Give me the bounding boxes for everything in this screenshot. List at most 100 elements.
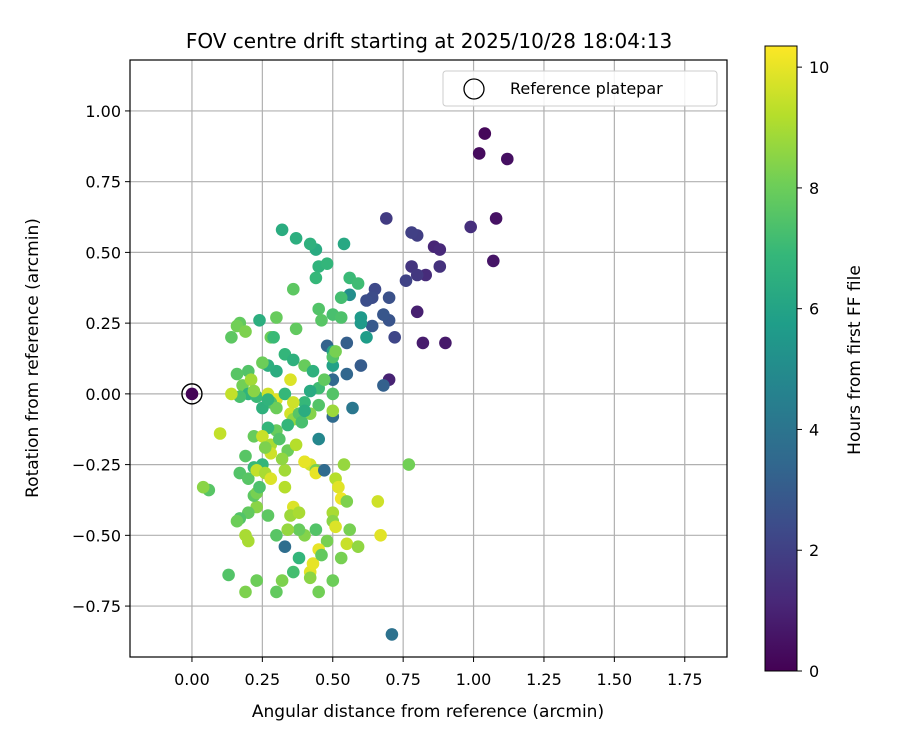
scatter-point (287, 565, 300, 579)
scatter-point (261, 509, 275, 522)
scatter-point (287, 282, 300, 296)
scatter-point (250, 574, 263, 587)
scatter-point (334, 551, 348, 565)
colorbar-ticks: 0 2 4 6 8 10 (797, 58, 829, 681)
scatter-point (289, 438, 303, 452)
plot-area (129, 59, 728, 658)
scatter-point (410, 305, 424, 319)
scatter-point (382, 291, 396, 305)
scatter-point (196, 480, 210, 494)
scatter-point (374, 529, 387, 542)
scatter-point (351, 277, 365, 290)
scatter-point (239, 585, 252, 599)
scatter-point (247, 384, 261, 398)
scatter-point (256, 430, 269, 443)
scatter-point (230, 514, 244, 528)
scatter-point (253, 314, 266, 327)
scatter-point (380, 212, 393, 225)
scatter-point (312, 398, 326, 412)
scatter-point (287, 353, 300, 367)
scatter-point (309, 271, 323, 285)
scatter-point (343, 523, 357, 536)
scatter-point (185, 387, 199, 401)
scatter-point (273, 432, 286, 446)
y-axis-ticks: −0.75 −0.50 −0.25 0.00 0.25 0.50 0.75 1.00 (72, 102, 130, 616)
x-tick-label: 1.75 (667, 670, 703, 689)
scatter-point (278, 387, 292, 401)
scatter-point (244, 373, 258, 387)
scatter-point (405, 226, 418, 239)
scatter-point (433, 243, 447, 256)
scatter-point (303, 237, 317, 251)
scatter-point (315, 548, 328, 562)
y-tick-label: −0.25 (72, 456, 121, 475)
x-tick-label: 0.25 (245, 670, 281, 689)
y-tick-label: 0.50 (85, 243, 121, 262)
scatter-point (267, 331, 280, 344)
colorbar-fill (765, 46, 797, 671)
scatter-point (318, 464, 331, 477)
scatter-point (275, 574, 289, 587)
scatter-point (303, 384, 317, 398)
scatter-point (340, 495, 354, 508)
scatter-point (289, 232, 303, 245)
scatter-point (337, 458, 351, 471)
colorbar-tick-label: 2 (809, 541, 819, 560)
colorbar-tick-label: 0 (809, 662, 819, 681)
scatter-point (303, 571, 317, 585)
scatter-point (340, 336, 354, 350)
scatter-point (402, 458, 416, 471)
scatter-point (295, 415, 309, 429)
colorbar-tick-label: 8 (809, 179, 819, 198)
scatter-point (478, 127, 492, 140)
scatter-point (315, 314, 328, 327)
scatter-point (225, 387, 238, 401)
y-tick-label: 1.00 (85, 102, 121, 121)
scatter-point (354, 359, 368, 372)
legend-box (442, 70, 718, 107)
scatter-point (501, 152, 514, 166)
x-tick-label: 1.25 (526, 670, 562, 689)
scatter-point (439, 336, 452, 350)
plot-background (130, 60, 727, 657)
x-axis-ticks: 0.00 0.25 0.50 0.75 1.00 1.25 1.50 1.75 (174, 657, 703, 689)
y-tick-label: 0.25 (85, 314, 121, 333)
scatter-point (281, 418, 295, 432)
y-tick-label: −0.50 (72, 526, 121, 545)
scatter-point (388, 331, 402, 344)
legend-label-reference: Reference platepar (510, 79, 663, 98)
y-tick-label: −0.75 (72, 597, 121, 616)
scatter-point (410, 268, 424, 282)
scatter-point (270, 401, 283, 415)
scatter-point (399, 274, 413, 288)
scatter-point (433, 260, 447, 273)
scatter-point (487, 254, 500, 268)
x-tick-label: 0.00 (174, 670, 210, 689)
scatter-point (222, 568, 235, 582)
scatter-point (329, 520, 342, 534)
scatter-point (326, 404, 340, 418)
y-axis-label: Rotation from reference (arcmin) (23, 218, 43, 498)
reference-platepar-marker (181, 383, 203, 405)
scatter-point (365, 319, 379, 333)
scatter-point (489, 212, 503, 225)
scatter-point (385, 628, 399, 641)
chart-title: FOV centre drift starting at 2025/10/28 … (186, 29, 672, 53)
y-tick-label: 0.00 (85, 385, 121, 404)
scatter-point (472, 147, 486, 160)
scatter-point (312, 432, 326, 446)
scatter-point (230, 367, 244, 381)
scatter-point (371, 495, 385, 508)
scatter-point (334, 291, 348, 305)
x-axis-label: Angular distance from reference (arcmin) (252, 702, 604, 722)
scatter-point (416, 336, 430, 350)
scatter-point (360, 331, 373, 344)
colorbar-label: Hours from first FF file (845, 265, 865, 455)
scatter-point (264, 472, 278, 486)
scatter-point (377, 308, 390, 321)
scatter-point (360, 294, 373, 307)
colorbar-tick-label: 10 (809, 58, 829, 77)
scatter-point (256, 356, 269, 370)
scatter-point (354, 311, 368, 324)
